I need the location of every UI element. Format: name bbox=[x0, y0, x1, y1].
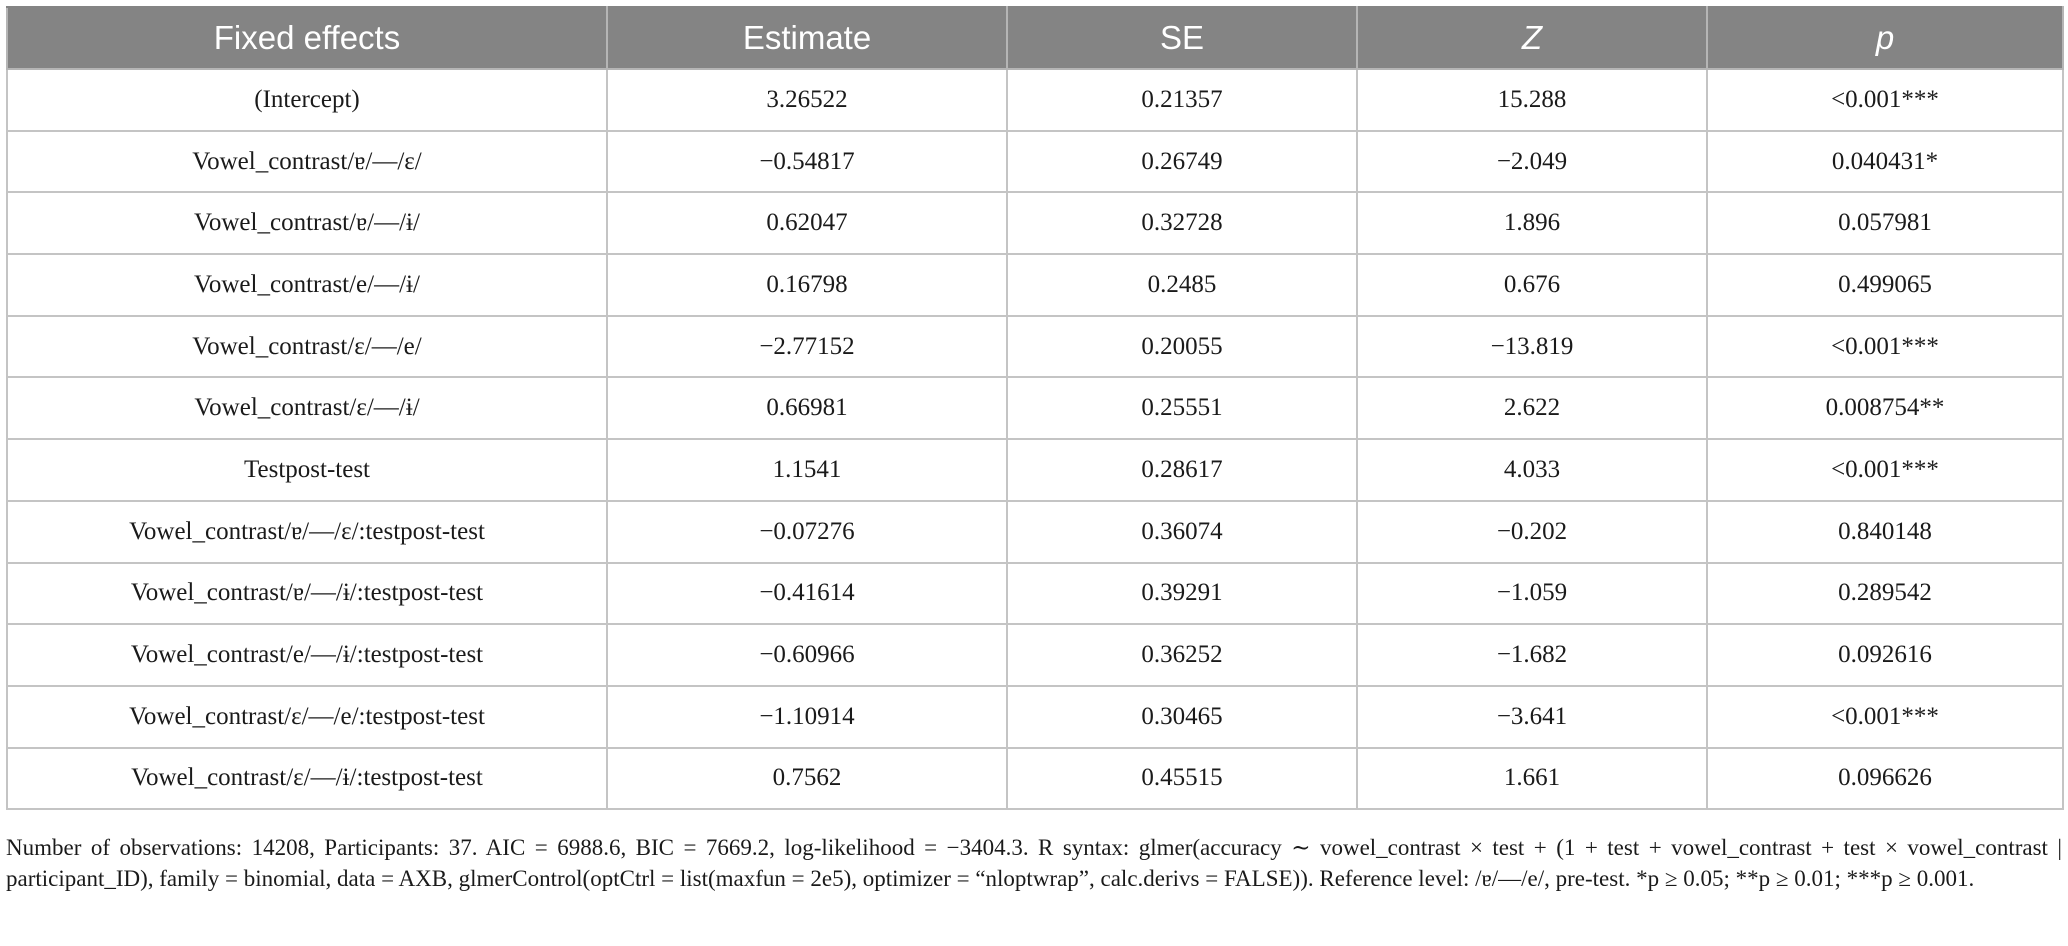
cell-z: 15.288 bbox=[1356, 68, 1708, 132]
cell-z: 0.676 bbox=[1356, 253, 1708, 317]
cell-estimate: 0.7562 bbox=[606, 746, 1008, 811]
cell-p: <0.001*** bbox=[1706, 684, 2064, 749]
table-row: Vowel_contrast/ɐ/—/ɨ/:testpost-test −0.4… bbox=[6, 561, 2064, 626]
table-footnote: Number of observations: 14208, Participa… bbox=[6, 835, 2062, 891]
table-row: Vowel_contrast/e/—/ɨ/:testpost-test −0.6… bbox=[6, 623, 2064, 687]
cell-z: −1.059 bbox=[1356, 561, 1708, 626]
cell-z: −2.049 bbox=[1356, 129, 1708, 194]
cell-fixed-effect: Vowel_contrast/ɐ/—/ɨ/ bbox=[6, 191, 608, 256]
cell-se: 0.20055 bbox=[1006, 314, 1358, 379]
cell-p: 0.840148 bbox=[1706, 499, 2064, 564]
header-se: SE bbox=[1006, 6, 1358, 70]
table-body: (Intercept) 3.26522 0.21357 15.288 <0.00… bbox=[6, 68, 2064, 811]
cell-se: 0.21357 bbox=[1006, 68, 1358, 132]
cell-se: 0.26749 bbox=[1006, 129, 1358, 194]
cell-se: 0.25551 bbox=[1006, 376, 1358, 441]
cell-z: −0.202 bbox=[1356, 499, 1708, 564]
cell-fixed-effect: Vowel_contrast/ɛ/—/ɨ/ bbox=[6, 376, 608, 441]
table-row: Vowel_contrast/ɐ/—/ɛ/:testpost-test −0.0… bbox=[6, 499, 2064, 564]
cell-estimate: 0.62047 bbox=[606, 191, 1008, 256]
cell-p: 0.040431* bbox=[1706, 129, 2064, 194]
cell-fixed-effect: Vowel_contrast/e/—/ɨ/:testpost-test bbox=[6, 623, 608, 687]
cell-se: 0.2485 bbox=[1006, 253, 1358, 317]
table-row: Vowel_contrast/ɛ/—/ɨ/ 0.66981 0.25551 2.… bbox=[6, 376, 2064, 441]
cell-fixed-effect: Vowel_contrast/e/—/ɨ/ bbox=[6, 253, 608, 317]
cell-se: 0.36252 bbox=[1006, 623, 1358, 687]
cell-estimate: −0.07276 bbox=[606, 499, 1008, 564]
header-fixed-effects: Fixed effects bbox=[6, 6, 608, 70]
table-row: Testpost-test 1.1541 0.28617 4.033 <0.00… bbox=[6, 438, 2064, 502]
cell-se: 0.45515 bbox=[1006, 746, 1358, 811]
results-table-container: Fixed effects Estimate SE Z p (Intercept… bbox=[6, 6, 2064, 811]
cell-estimate: 0.66981 bbox=[606, 376, 1008, 441]
cell-se: 0.32728 bbox=[1006, 191, 1358, 256]
cell-p: 0.499065 bbox=[1706, 253, 2064, 317]
cell-fixed-effect: Vowel_contrast/ɐ/—/ɛ/ bbox=[6, 129, 608, 194]
cell-fixed-effect: Vowel_contrast/ɛ/—/e/:testpost-test bbox=[6, 684, 608, 749]
cell-p: 0.008754** bbox=[1706, 376, 2064, 441]
cell-fixed-effect: Vowel_contrast/ɛ/—/ɨ/:testpost-test bbox=[6, 746, 608, 811]
cell-estimate: 1.1541 bbox=[606, 438, 1008, 502]
table-header: Fixed effects Estimate SE Z p bbox=[6, 6, 2064, 70]
cell-p: <0.001*** bbox=[1706, 314, 2064, 379]
table-row: Vowel_contrast/ɐ/—/ɨ/ 0.62047 0.32728 1.… bbox=[6, 191, 2064, 256]
cell-z: 4.033 bbox=[1356, 438, 1708, 502]
cell-fixed-effect: Vowel_contrast/ɐ/—/ɛ/:testpost-test bbox=[6, 499, 608, 564]
cell-fixed-effect: Vowel_contrast/ɐ/—/ɨ/:testpost-test bbox=[6, 561, 608, 626]
cell-p: 0.057981 bbox=[1706, 191, 2064, 256]
cell-se: 0.36074 bbox=[1006, 499, 1358, 564]
cell-fixed-effect: (Intercept) bbox=[6, 68, 608, 132]
cell-estimate: 0.16798 bbox=[606, 253, 1008, 317]
header-row: Fixed effects Estimate SE Z p bbox=[6, 6, 2064, 70]
cell-z: 1.896 bbox=[1356, 191, 1708, 256]
table-row: (Intercept) 3.26522 0.21357 15.288 <0.00… bbox=[6, 68, 2064, 132]
header-p: p bbox=[1706, 6, 2064, 70]
cell-z: 2.622 bbox=[1356, 376, 1708, 441]
cell-p: 0.096626 bbox=[1706, 746, 2064, 811]
cell-estimate: −1.10914 bbox=[606, 684, 1008, 749]
cell-z: 1.661 bbox=[1356, 746, 1708, 811]
cell-estimate: −2.77152 bbox=[606, 314, 1008, 379]
cell-p: 0.092616 bbox=[1706, 623, 2064, 687]
cell-fixed-effect: Testpost-test bbox=[6, 438, 608, 502]
cell-fixed-effect: Vowel_contrast/ɛ/—/e/ bbox=[6, 314, 608, 379]
table-row: Vowel_contrast/ɛ/—/ɨ/:testpost-test 0.75… bbox=[6, 746, 2064, 811]
cell-p: <0.001*** bbox=[1706, 438, 2064, 502]
cell-estimate: −0.60966 bbox=[606, 623, 1008, 687]
cell-se: 0.30465 bbox=[1006, 684, 1358, 749]
cell-se: 0.28617 bbox=[1006, 438, 1358, 502]
fixed-effects-table: Fixed effects Estimate SE Z p (Intercept… bbox=[6, 6, 2064, 811]
cell-estimate: −0.41614 bbox=[606, 561, 1008, 626]
table-row: Vowel_contrast/ɛ/—/e/:testpost-test −1.1… bbox=[6, 684, 2064, 749]
cell-se: 0.39291 bbox=[1006, 561, 1358, 626]
table-row: Vowel_contrast/ɐ/—/ɛ/ −0.54817 0.26749 −… bbox=[6, 129, 2064, 194]
cell-z: −1.682 bbox=[1356, 623, 1708, 687]
cell-p: 0.289542 bbox=[1706, 561, 2064, 626]
table-row: Vowel_contrast/e/—/ɨ/ 0.16798 0.2485 0.6… bbox=[6, 253, 2064, 317]
cell-estimate: −0.54817 bbox=[606, 129, 1008, 194]
cell-p: <0.001*** bbox=[1706, 68, 2064, 132]
cell-z: −3.641 bbox=[1356, 684, 1708, 749]
cell-estimate: 3.26522 bbox=[606, 68, 1008, 132]
header-estimate: Estimate bbox=[606, 6, 1008, 70]
header-z: Z bbox=[1356, 6, 1708, 70]
table-row: Vowel_contrast/ɛ/—/e/ −2.77152 0.20055 −… bbox=[6, 314, 2064, 379]
cell-z: −13.819 bbox=[1356, 314, 1708, 379]
